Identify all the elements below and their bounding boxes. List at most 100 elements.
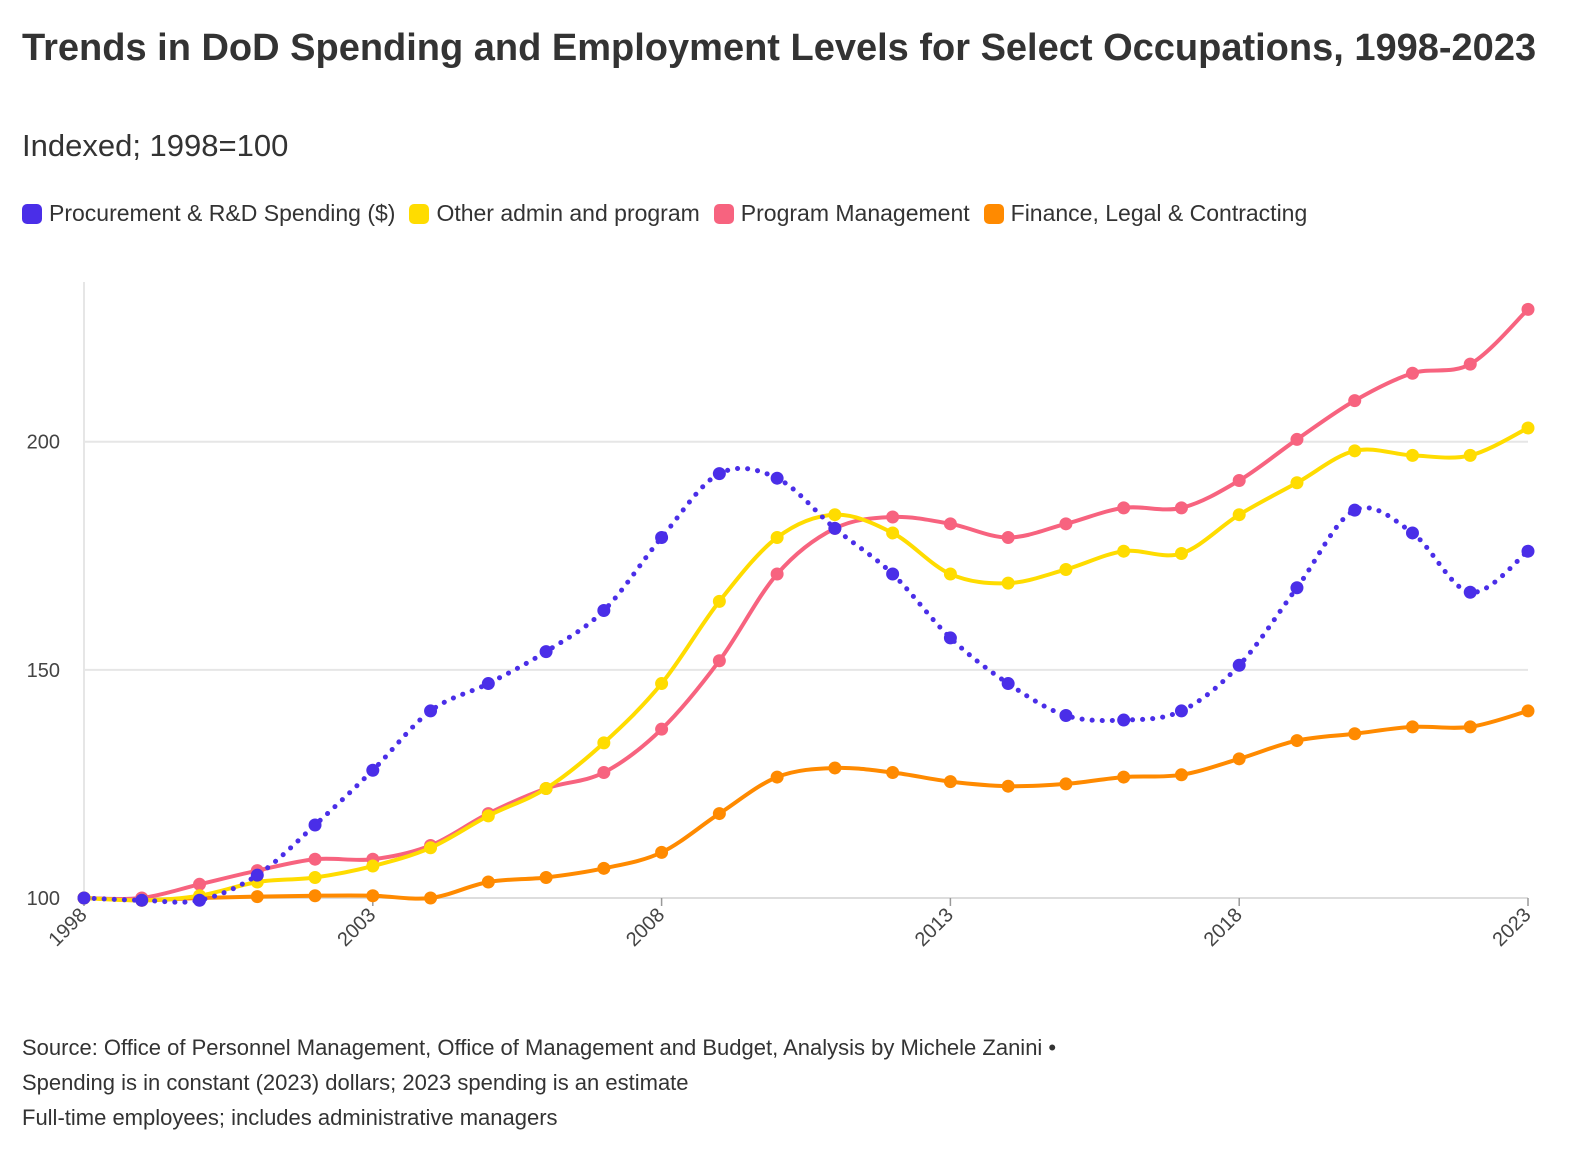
data-point-finance-legal-contracting	[1290, 734, 1304, 748]
data-point-finance-legal-contracting	[828, 761, 842, 775]
data-point-procurement-r-d-spending	[1001, 677, 1015, 691]
legend-swatch	[983, 203, 1004, 224]
data-point-other-admin-and-program	[1117, 544, 1131, 558]
series-line-program-management	[82, 307, 1530, 902]
data-point-finance-legal-contracting	[1174, 768, 1188, 782]
data-point-other-admin-and-program	[1348, 444, 1362, 458]
data-point-other-admin-and-program	[828, 508, 842, 522]
data-point-other-admin-and-program	[481, 809, 495, 823]
data-point-procurement-r-d-spending	[1174, 704, 1188, 718]
data-point-procurement-r-d-spending	[1463, 585, 1477, 599]
data-point-finance-legal-contracting	[1232, 752, 1246, 766]
data-point-procurement-r-d-spending	[1348, 503, 1362, 517]
x-tick-label: 2008	[622, 904, 669, 951]
data-point-finance-legal-contracting	[712, 807, 726, 821]
data-point-other-admin-and-program	[1463, 448, 1477, 462]
legend: Procurement & R&D Spending ($) Other adm…	[22, 200, 1321, 227]
data-point-program-management	[1232, 473, 1246, 487]
data-point-procurement-r-d-spending	[1290, 581, 1304, 595]
data-point-program-management	[1001, 531, 1015, 545]
legend-item-program-management[interactable]: Program Management	[713, 200, 970, 227]
data-point-program-management	[597, 766, 611, 780]
data-point-procurement-r-d-spending	[828, 521, 842, 535]
data-point-procurement-r-d-spending	[366, 763, 380, 777]
data-point-finance-legal-contracting	[886, 766, 900, 780]
data-point-procurement-r-d-spending	[424, 704, 438, 718]
legend-label: Other admin and program	[436, 200, 700, 226]
chart-subtitle: Indexed; 1998=100	[22, 128, 289, 163]
data-point-finance-legal-contracting	[1117, 770, 1131, 784]
data-point-other-admin-and-program	[1405, 448, 1419, 462]
data-point-program-management	[770, 567, 784, 581]
data-point-finance-legal-contracting	[424, 891, 438, 905]
data-point-program-management	[1059, 517, 1073, 531]
data-point-program-management	[193, 877, 207, 891]
legend-label: Procurement & R&D Spending ($)	[49, 200, 396, 226]
data-point-procurement-r-d-spending	[193, 893, 207, 907]
data-point-procurement-r-d-spending	[308, 818, 322, 832]
data-point-procurement-r-d-spending	[539, 645, 553, 659]
data-point-procurement-r-d-spending	[655, 531, 669, 545]
data-point-finance-legal-contracting	[1521, 704, 1535, 718]
data-point-procurement-r-d-spending	[886, 567, 900, 581]
data-point-finance-legal-contracting	[1348, 727, 1362, 741]
legend-item-procurement[interactable]: Procurement & R&D Spending ($)	[22, 200, 395, 227]
y-tick-label: 200	[27, 432, 60, 454]
data-point-other-admin-and-program	[424, 841, 438, 855]
legend-swatch	[409, 203, 430, 224]
data-point-procurement-r-d-spending	[481, 677, 495, 691]
data-point-procurement-r-d-spending	[770, 471, 784, 485]
data-point-other-admin-and-program	[597, 736, 611, 750]
data-point-other-admin-and-program	[308, 870, 322, 884]
legend-swatch	[22, 203, 42, 224]
data-point-program-management	[1405, 366, 1419, 380]
data-point-program-management	[655, 722, 669, 736]
data-point-program-management	[308, 852, 322, 866]
data-point-program-management	[712, 654, 726, 668]
data-point-procurement-r-d-spending	[250, 868, 264, 882]
legend-swatch	[713, 203, 734, 224]
legend-item-other-admin[interactable]: Other admin and program	[409, 200, 700, 227]
data-point-other-admin-and-program	[1290, 476, 1304, 490]
data-point-finance-legal-contracting	[539, 870, 553, 884]
data-point-other-admin-and-program	[655, 677, 669, 691]
data-point-procurement-r-d-spending	[597, 604, 611, 618]
data-point-other-admin-and-program	[1001, 576, 1015, 590]
data-point-other-admin-and-program	[770, 531, 784, 545]
data-point-finance-legal-contracting	[597, 861, 611, 875]
line-chart: 100 150 200 1998 2003 2008 2013 2018 2023	[27, 282, 1536, 951]
data-point-program-management	[1174, 501, 1188, 515]
y-tick-label: 100	[27, 888, 60, 910]
data-point-procurement-r-d-spending	[712, 467, 726, 481]
data-point-finance-legal-contracting	[308, 889, 322, 903]
legend-label: Finance, Legal & Contracting	[1010, 200, 1308, 226]
data-point-program-management	[1463, 357, 1477, 371]
x-tick-label: 2018	[1200, 904, 1247, 951]
data-point-other-admin-and-program	[1232, 508, 1246, 522]
data-point-finance-legal-contracting	[1463, 720, 1477, 734]
chart-footer: Source: Office of Personnel Management, …	[22, 1030, 1056, 1135]
data-point-other-admin-and-program	[1059, 562, 1073, 576]
data-point-finance-legal-contracting	[1059, 777, 1073, 791]
legend-label: Program Management	[740, 200, 970, 226]
data-point-program-management	[886, 510, 900, 524]
legend-item-finance[interactable]: Finance, Legal & Contracting	[983, 200, 1308, 227]
data-point-other-admin-and-program	[943, 567, 957, 581]
data-point-finance-legal-contracting	[1405, 720, 1419, 734]
footer-source: Source: Office of Personnel Management, …	[22, 1035, 1057, 1060]
data-point-other-admin-and-program	[366, 859, 380, 873]
data-point-other-admin-and-program	[539, 781, 553, 795]
y-tick-label: 150	[27, 660, 60, 682]
data-point-procurement-r-d-spending	[943, 631, 957, 645]
data-point-finance-legal-contracting	[1001, 779, 1015, 793]
data-point-other-admin-and-program	[1521, 421, 1535, 435]
data-point-procurement-r-d-spending	[135, 893, 149, 907]
data-point-finance-legal-contracting	[770, 770, 784, 784]
data-point-other-admin-and-program	[886, 526, 900, 540]
data-point-other-admin-and-program	[1174, 546, 1188, 560]
series-line-procurement-r-d-spending	[81, 465, 1531, 905]
data-point-finance-legal-contracting	[943, 775, 957, 789]
data-point-procurement-r-d-spending	[1117, 713, 1131, 727]
data-point-procurement-r-d-spending	[1521, 544, 1535, 558]
data-point-procurement-r-d-spending	[1059, 708, 1073, 722]
